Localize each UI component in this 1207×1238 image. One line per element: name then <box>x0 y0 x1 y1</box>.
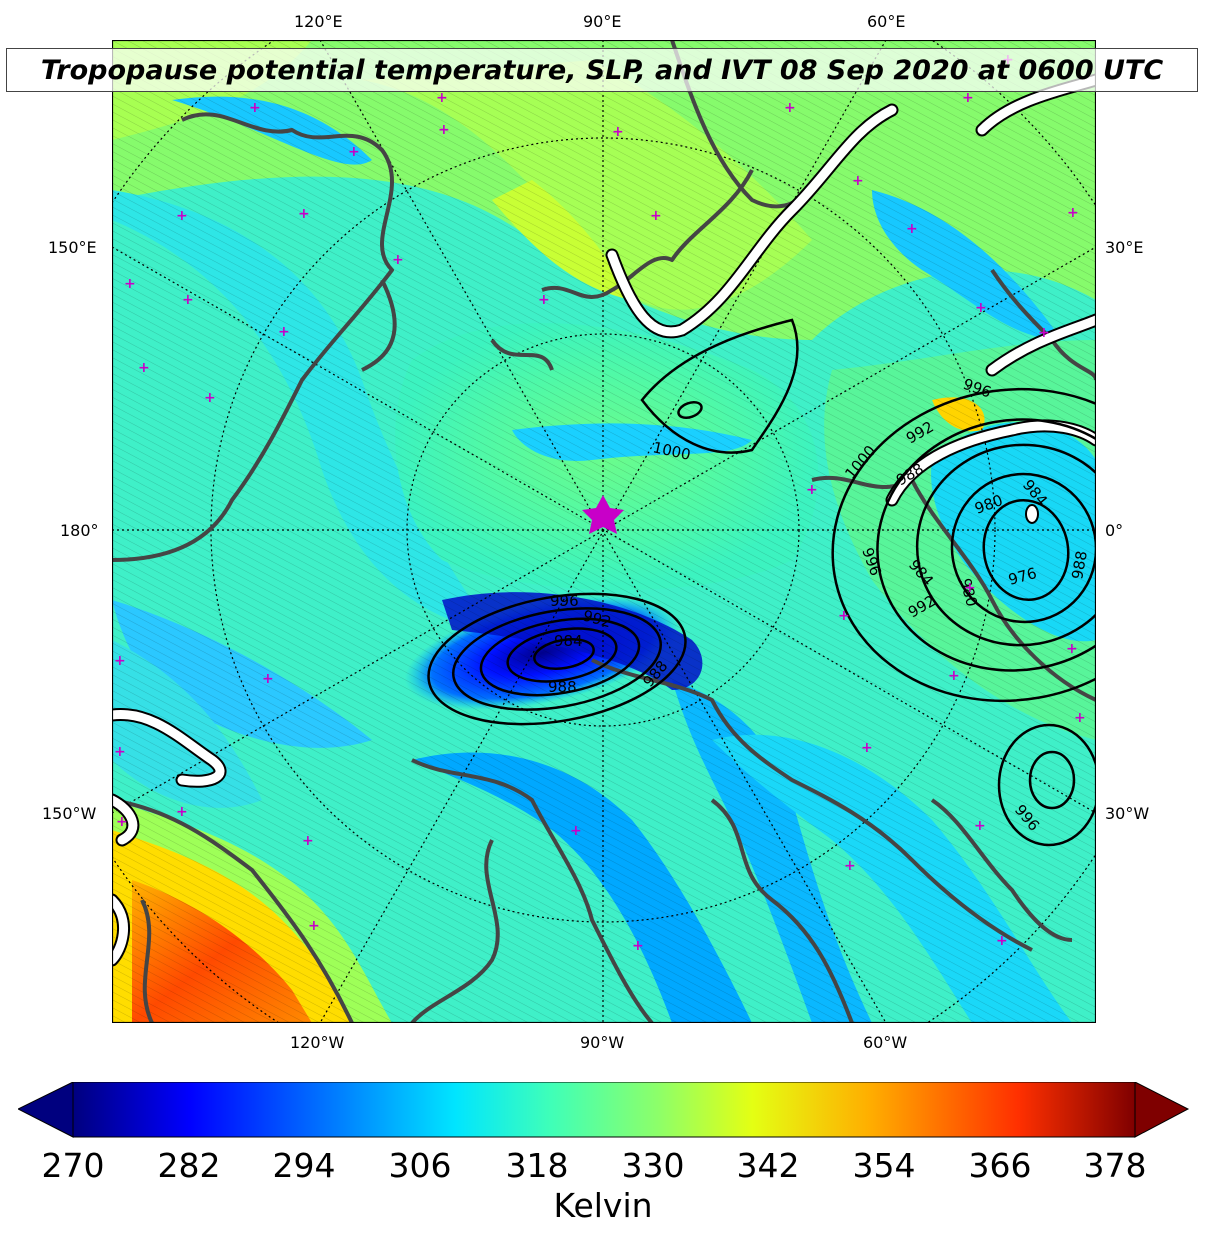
svg-text:+: + <box>1038 325 1050 341</box>
svg-text:+: + <box>278 324 290 340</box>
lon-label-right-2: 0° <box>1105 521 1124 540</box>
lon-label-top-1: 120°E <box>294 12 343 31</box>
colorbar-label: Kelvin <box>553 1186 653 1225</box>
colorbar-tick-378: 378 <box>1083 1146 1147 1185</box>
svg-text:+: + <box>962 90 974 106</box>
colorbar <box>18 1082 1190 1138</box>
lon-label-bottom-3: 60°W <box>863 1033 908 1052</box>
svg-text:+: + <box>436 90 448 106</box>
colorbar-tick-330: 330 <box>621 1146 685 1185</box>
svg-text:+: + <box>1074 710 1086 726</box>
svg-text:+: + <box>861 740 873 756</box>
lon-label-bottom-2: 90°W <box>580 1033 625 1052</box>
lon-label-right-1: 30°E <box>1105 238 1144 257</box>
svg-text:+: + <box>1066 641 1078 657</box>
svg-text:+: + <box>806 482 818 498</box>
svg-text:+: + <box>298 206 310 222</box>
svg-text:+: + <box>612 124 624 140</box>
colorbar-tick-366: 366 <box>968 1146 1032 1185</box>
svg-text:+: + <box>124 276 136 292</box>
colorbar-tick-282: 282 <box>157 1146 221 1185</box>
pole-star-icon <box>582 495 624 534</box>
lon-label-top-3: 60°E <box>867 12 906 31</box>
lon-label-left-1: 150°E <box>48 238 97 257</box>
svg-text:+: + <box>348 144 360 160</box>
lon-label-bottom-1: 120°W <box>290 1033 345 1052</box>
svg-text:+: + <box>204 390 216 406</box>
ivt-contours <box>112 73 1096 967</box>
svg-text:+: + <box>570 823 582 839</box>
lon-label-left-3: 150°W <box>42 804 97 823</box>
svg-text:+: + <box>948 668 960 684</box>
station-markers: +++ ++ + ++ + ++ + ++ + ++ + ++ + ++ + ++ + ++ + … <box>114 52 1086 954</box>
svg-text:+: + <box>114 744 126 760</box>
svg-text:988: 988 <box>548 678 577 696</box>
svg-text:+: + <box>974 818 986 834</box>
svg-text:+: + <box>302 833 314 849</box>
colorbar-tick-306: 306 <box>388 1146 452 1185</box>
lon-label-right-3: 30°W <box>1105 804 1150 823</box>
svg-text:+: + <box>975 300 987 316</box>
svg-text:+: + <box>182 292 194 308</box>
svg-text:+: + <box>1067 205 1079 221</box>
svg-text:+: + <box>784 100 796 116</box>
svg-text:+: + <box>114 653 126 669</box>
svg-text:+: + <box>906 221 918 237</box>
svg-text:+: + <box>176 804 188 820</box>
svg-text:+: + <box>308 918 320 934</box>
colorbar-tick-354: 354 <box>852 1146 916 1185</box>
svg-text:+: + <box>116 814 128 830</box>
svg-text:+: + <box>249 100 261 116</box>
svg-text:+: + <box>852 173 864 189</box>
svg-text:+: + <box>964 580 976 596</box>
lon-label-left-2: 180° <box>60 521 99 540</box>
colorbar-tick-342: 342 <box>736 1146 800 1185</box>
svg-text:+: + <box>262 671 274 687</box>
svg-text:+: + <box>176 208 188 224</box>
svg-text:+: + <box>650 208 662 224</box>
colorbar-tick-294: 294 <box>272 1146 336 1185</box>
svg-text:988: 988 <box>1068 549 1091 580</box>
map-title-box: Tropopause potential temperature, SLP, a… <box>6 48 1198 92</box>
colorbar-tick-318: 318 <box>505 1146 569 1185</box>
svg-text:+: + <box>996 933 1008 949</box>
colorbar-tick-270: 270 <box>41 1146 105 1185</box>
svg-text:+: + <box>838 608 850 624</box>
svg-text:+: + <box>438 122 450 138</box>
svg-text:+: + <box>844 858 856 874</box>
lon-label-top-2: 90°E <box>583 12 622 31</box>
svg-text:984: 984 <box>554 632 583 650</box>
svg-text:+: + <box>538 292 550 308</box>
svg-text:+: + <box>632 938 644 954</box>
map-title: Tropopause potential temperature, SLP, a… <box>40 54 1164 86</box>
svg-text:+: + <box>392 252 404 268</box>
map-panel: 1000 1000 996 996 996 996 992 992 992 98… <box>112 40 1096 1023</box>
svg-text:+: + <box>138 360 150 376</box>
svg-text:996: 996 <box>550 592 579 610</box>
